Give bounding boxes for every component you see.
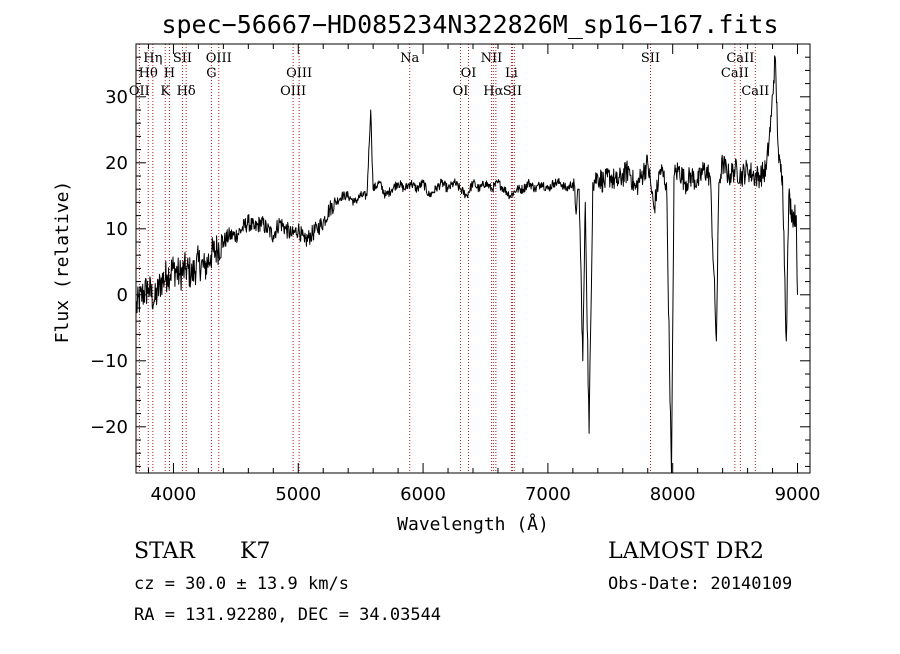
spectral-line-label: CaII [721, 66, 749, 81]
flux-series [135, 55, 798, 474]
object-subclass: K7 [240, 539, 270, 564]
x-tick-label: 4000 [151, 484, 197, 505]
x-tick-label: 5000 [275, 484, 321, 505]
x-tick-label: 6000 [400, 484, 446, 505]
observation-date: Obs-Date: 20140109 [608, 574, 792, 594]
spectral-line-label: OI [453, 84, 469, 99]
spectral-line-label: Na [400, 51, 419, 66]
spectral-line-label: OI [461, 66, 477, 81]
x-tick-label: 9000 [775, 484, 821, 505]
spectral-line-label: H [164, 66, 175, 81]
spectral-line-label: Hθ [139, 66, 158, 81]
spectral-line-label: CaII [741, 84, 769, 99]
spectral-line-label: Hα [483, 84, 503, 99]
spectral-line-label: G [206, 66, 216, 81]
spectral-line-label: SII [641, 51, 660, 66]
chart-title: spec−56667−HD085234N322826M_sp16−167.fit… [161, 10, 778, 39]
spectral-line-markers: OIIHθHηKHSIIHδGOIIIOIIIOIIINaOIOINIIHαLi… [129, 44, 769, 473]
spectral-line-label: K [160, 84, 170, 99]
y-tick-label: 20 [105, 153, 128, 174]
flux-line [135, 55, 798, 474]
y-tick-label: 0 [117, 285, 128, 306]
x-tick-label: 8000 [650, 484, 696, 505]
y-tick-label: 30 [105, 87, 128, 108]
spectral-line-label: SII [503, 84, 522, 99]
redshift-text: cz = 30.0 ± 13.9 km/s [134, 574, 349, 594]
spectral-line-label: NII [481, 51, 503, 66]
object-class: STAR [134, 539, 196, 564]
spectral-line-label: OIII [280, 84, 306, 99]
spectral-line-label: OIII [206, 51, 232, 66]
spectral-line-label: OIII [286, 66, 312, 81]
y-tick-label: −10 [90, 351, 128, 372]
spectral-line-label: SII [173, 51, 192, 66]
coordinates-text: RA = 131.92280, DEC = 34.03544 [134, 605, 441, 625]
spectral-line-label: Li [505, 66, 518, 81]
spectral-line-label: Hη [143, 51, 162, 66]
x-tick-label: 7000 [525, 484, 571, 505]
y-tick-label: −20 [90, 417, 128, 438]
x-axis-title: Wavelength (Å) [397, 513, 549, 535]
spectral-line-label: OII [129, 84, 150, 99]
axis-ticks: 4000 5000 6000 7000 8000 9000 30 20 10 0 −10 −20 [90, 44, 820, 505]
survey-name: LAMOST DR2 [608, 539, 764, 564]
spectral-line-label: CaII [726, 51, 754, 66]
plot-frame [135, 43, 811, 474]
spectral-line-label: Hδ [177, 84, 196, 99]
y-tick-label: 10 [105, 219, 128, 240]
y-axis-title: Flux (relative) [52, 181, 73, 344]
